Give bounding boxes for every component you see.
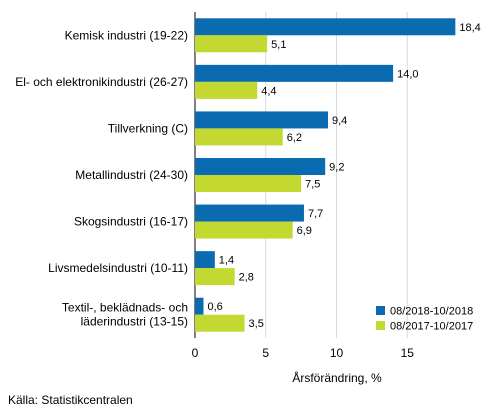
bar-series-2 [195, 221, 293, 239]
bar-series-1 [195, 251, 215, 269]
bar-series-2 [195, 35, 268, 53]
data-label: 9,4 [332, 115, 347, 127]
bar-series-2 [195, 314, 245, 332]
x-tick-label: 5 [262, 346, 269, 360]
data-label: 1,4 [219, 255, 234, 267]
category-label: Skogsindustri (16-17) [74, 215, 188, 229]
bar-series-1 [195, 111, 329, 129]
bar-series-2 [195, 128, 283, 146]
bar-series-1 [195, 297, 204, 315]
x-axis-title: Årsförändring, % [292, 370, 382, 385]
category-labels: Kemisk industri (19-22) El- och elektroni… [15, 28, 188, 328]
bar-series-2 [195, 81, 258, 99]
x-tick-label: 10 [330, 346, 344, 360]
category-label: El- och elektronikindustri (26-27) [15, 75, 188, 89]
x-tick-label: 15 [401, 346, 415, 360]
category-label: Tillverkning (C) [108, 121, 188, 135]
bars-group [195, 18, 456, 332]
data-label: 18,4 [459, 22, 480, 34]
data-label: 4,4 [261, 85, 276, 97]
category-label: Livsmedelsindustri (10-11) [48, 261, 188, 275]
value-labels: 18,4 5,1 14,0 4,4 9,4 6,2 9,2 7,5 7,7 6,9 1,4 2,8 0,… [207, 22, 480, 330]
bar-series-1 [195, 158, 326, 175]
bar-series-2 [195, 175, 302, 192]
data-label: 6,9 [297, 225, 312, 237]
bar-series-1 [195, 204, 304, 222]
x-tick-label: 0 [192, 346, 199, 360]
data-label: 2,8 [239, 272, 254, 284]
legend-swatch [376, 321, 385, 330]
legend: 08/2018-10/2018 08/2017-10/2017 [376, 306, 473, 333]
category-label: Textil-, beklädnads- och [62, 301, 188, 315]
data-label: 14,0 [397, 68, 418, 80]
data-label: 7,5 [305, 179, 320, 191]
legend-swatch [376, 306, 385, 315]
category-label: Kemisk industri (19-22) [65, 28, 188, 42]
legend-label: 08/2017-10/2017 [390, 321, 473, 333]
bar-series-1 [195, 64, 394, 82]
category-label: läderindustri (13-15) [81, 315, 188, 329]
legend-label: 08/2018-10/2018 [390, 306, 473, 318]
data-label: 5,1 [271, 39, 286, 51]
category-label: Metallindustri (24-30) [75, 168, 188, 182]
bar-series-1 [195, 18, 456, 36]
x-axis-ticks: 0 5 10 15 [192, 346, 415, 360]
bar-series-2 [195, 268, 235, 286]
data-label: 6,2 [287, 132, 302, 144]
data-label: 9,2 [329, 162, 344, 174]
data-label: 0,6 [207, 301, 222, 313]
data-label: 7,7 [308, 208, 323, 220]
data-label: 3,5 [249, 318, 264, 330]
source-note: Källa: Statistikcentralen [8, 393, 133, 407]
